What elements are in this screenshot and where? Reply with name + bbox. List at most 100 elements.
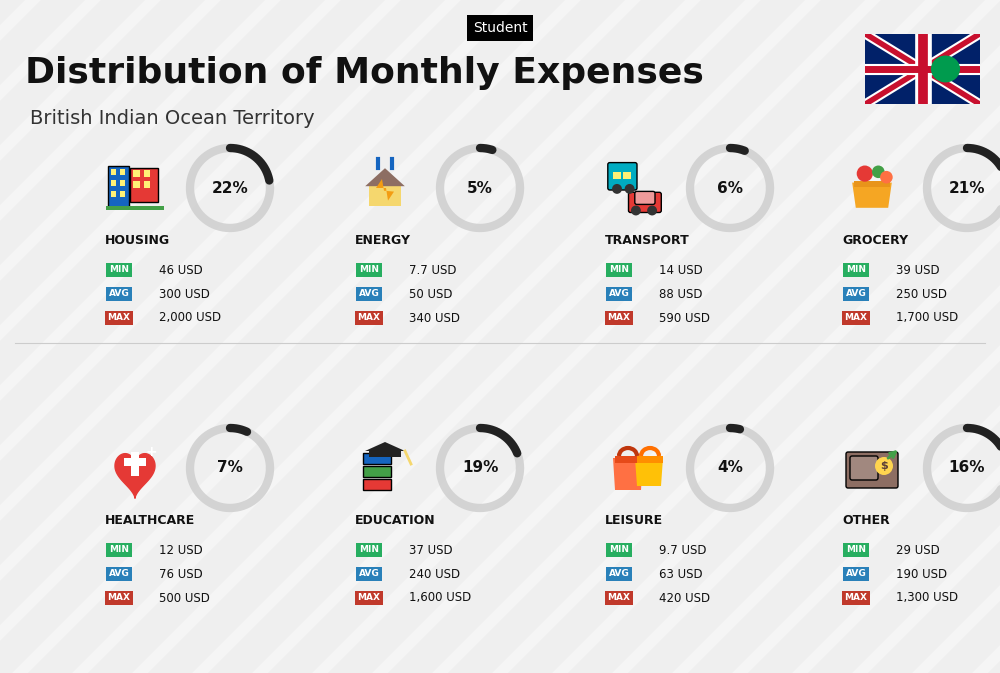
Text: 9.7 USD: 9.7 USD [659,544,706,557]
Text: AVG: AVG [846,569,866,579]
Text: MAX: MAX [844,314,868,322]
Circle shape [612,184,622,194]
Text: MAX: MAX [608,314,631,322]
Bar [612,172,621,179]
Text: 76 USD: 76 USD [159,567,203,581]
Circle shape [647,205,657,215]
Bar [144,181,150,188]
Text: AVG: AVG [609,569,629,579]
Polygon shape [365,168,405,186]
Text: 5%: 5% [467,180,493,195]
Bar [623,172,631,179]
FancyBboxPatch shape [363,453,391,464]
Circle shape [631,205,641,215]
Text: 2,000 USD: 2,000 USD [159,312,221,324]
Text: 37 USD: 37 USD [409,544,453,557]
Text: 300 USD: 300 USD [159,287,210,301]
Bar [124,458,146,466]
Text: 7%: 7% [217,460,243,476]
Text: HEALTHCARE: HEALTHCARE [105,513,195,526]
Polygon shape [852,182,892,208]
Bar [131,452,139,476]
Polygon shape [376,179,394,201]
Text: 1,600 USD: 1,600 USD [409,592,471,604]
Polygon shape [365,442,405,451]
Text: MAX: MAX [108,594,130,602]
Text: $: $ [880,461,888,471]
Text: 16%: 16% [949,460,985,476]
Text: 240 USD: 240 USD [409,567,460,581]
Text: TRANSPORT: TRANSPORT [605,234,690,246]
Bar [133,181,140,188]
Text: HOUSING: HOUSING [105,234,170,246]
Bar [854,181,890,187]
Bar [615,456,645,463]
Text: AVG: AVG [609,289,629,299]
Text: AVG: AVG [109,569,129,579]
FancyBboxPatch shape [363,466,391,477]
Text: 590 USD: 590 USD [659,312,710,324]
Text: MIN: MIN [109,266,129,275]
Text: 39 USD: 39 USD [896,264,940,277]
Text: AVG: AVG [846,289,866,299]
Circle shape [931,56,960,82]
Circle shape [857,166,873,182]
Text: 46 USD: 46 USD [159,264,203,277]
Text: Distribution of Monthly Expenses: Distribution of Monthly Expenses [25,56,704,90]
Text: MAX: MAX [358,314,380,322]
Text: MIN: MIN [359,266,379,275]
Polygon shape [613,458,643,490]
Text: AVG: AVG [109,289,129,299]
Text: MIN: MIN [109,546,129,555]
Polygon shape [635,458,663,486]
Bar [144,170,150,177]
Bar [106,206,164,209]
Bar [111,180,116,186]
Text: 500 USD: 500 USD [159,592,210,604]
Bar [369,450,401,457]
Polygon shape [115,454,155,498]
Text: +: + [145,445,157,459]
Circle shape [875,457,893,475]
Text: MIN: MIN [846,266,866,275]
Circle shape [625,184,635,194]
Circle shape [880,171,893,184]
Text: 1,700 USD: 1,700 USD [896,312,958,324]
Text: 190 USD: 190 USD [896,567,947,581]
Text: LEISURE: LEISURE [605,513,663,526]
Text: MIN: MIN [609,266,629,275]
Text: MAX: MAX [844,594,868,602]
Bar [120,180,125,186]
Text: 22%: 22% [212,180,248,195]
Text: GROCERY: GROCERY [842,234,908,246]
Bar [120,190,125,197]
Text: MIN: MIN [609,546,629,555]
Text: 250 USD: 250 USD [896,287,947,301]
Text: 29 USD: 29 USD [896,544,940,557]
Bar [369,186,401,206]
Text: 6%: 6% [717,180,743,195]
Text: British Indian Ocean Territory: British Indian Ocean Territory [30,108,315,127]
Bar [120,169,125,176]
Text: MAX: MAX [358,594,380,602]
FancyBboxPatch shape [850,456,878,480]
Bar [133,170,140,177]
FancyBboxPatch shape [108,166,129,208]
Text: ENERGY: ENERGY [355,234,411,246]
Text: 19%: 19% [462,460,498,476]
FancyBboxPatch shape [130,168,158,203]
Text: 21%: 21% [949,180,985,195]
Text: MIN: MIN [359,546,379,555]
Bar [637,456,663,463]
Text: Student: Student [473,21,527,35]
Text: AVG: AVG [359,289,379,299]
Circle shape [872,166,885,178]
Text: 50 USD: 50 USD [409,287,452,301]
Text: 4%: 4% [717,460,743,476]
Bar [111,190,116,197]
Text: 14 USD: 14 USD [659,264,703,277]
Text: MIN: MIN [846,546,866,555]
FancyBboxPatch shape [629,192,661,213]
Text: 7.7 USD: 7.7 USD [409,264,456,277]
FancyBboxPatch shape [363,479,391,490]
